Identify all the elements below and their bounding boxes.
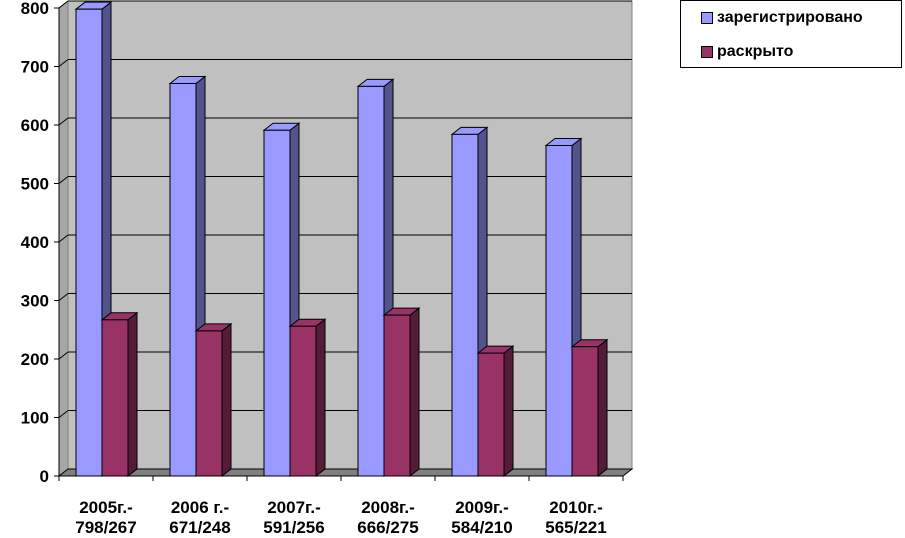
y-tick-label: 400: [21, 233, 49, 252]
gridline-side: [58, 0, 69, 9]
x-tick-label-5: 2010г.-565/221: [545, 498, 606, 537]
y-tick-label: 600: [21, 116, 49, 135]
bars: [74, 1, 609, 478]
y-tick-label: 0: [40, 467, 49, 486]
gridlines: [58, 0, 632, 418]
legend-label-registered: зарегистрировано: [717, 9, 863, 26]
legend-label-solved: раскрыто: [717, 43, 794, 60]
bar-registered-1: [168, 75, 207, 478]
gridline-side: [58, 117, 69, 126]
y-tick-label: 500: [21, 175, 49, 194]
bar-solved-4: [476, 345, 515, 478]
bar-solved-0: [100, 311, 139, 478]
legend-swatch-registered: [701, 12, 713, 24]
y-tick-label: 100: [21, 409, 49, 428]
gridline-side: [58, 234, 69, 243]
x-tick-label-4: 2009г.-584/210: [451, 498, 512, 537]
gridline-side: [58, 293, 69, 301]
x-axis: 2005г.-798/267 2006 г.-671/248 2007г.-591/…: [58, 475, 624, 537]
x-tick-label-2: 2007г.-591/256: [263, 498, 324, 537]
y-axis: 0 100 200 300 400 500 600 700 800: [21, 0, 60, 486]
y-tick-label: 300: [21, 292, 49, 311]
bar-registered-0: [74, 1, 113, 478]
y-tick-label: 200: [21, 350, 49, 369]
gridline-side: [58, 176, 69, 184]
legend-item-registered: зарегистрировано: [701, 9, 863, 27]
y-tick-label: 800: [21, 0, 49, 18]
gridline-side: [58, 59, 69, 67]
legend-swatch-solved: [701, 46, 713, 58]
gridline-side: [58, 410, 69, 418]
bar-solved-3: [382, 307, 421, 478]
x-tick-label-3: 2008г.-666/275: [357, 498, 418, 537]
x-tick-label-0: 2005г.-798/267: [75, 498, 136, 537]
legend-item-solved: раскрыто: [701, 43, 793, 61]
gridline-side: [58, 351, 69, 360]
bar-solved-5: [570, 338, 609, 478]
x-tick-label-1: 2006 г.-671/248: [169, 498, 230, 537]
y-tick-label: 700: [21, 58, 49, 77]
bar-solved-2: [288, 318, 327, 478]
bar-solved-1: [194, 322, 233, 478]
legend: зарегистрировано раскрыто: [680, 0, 902, 68]
